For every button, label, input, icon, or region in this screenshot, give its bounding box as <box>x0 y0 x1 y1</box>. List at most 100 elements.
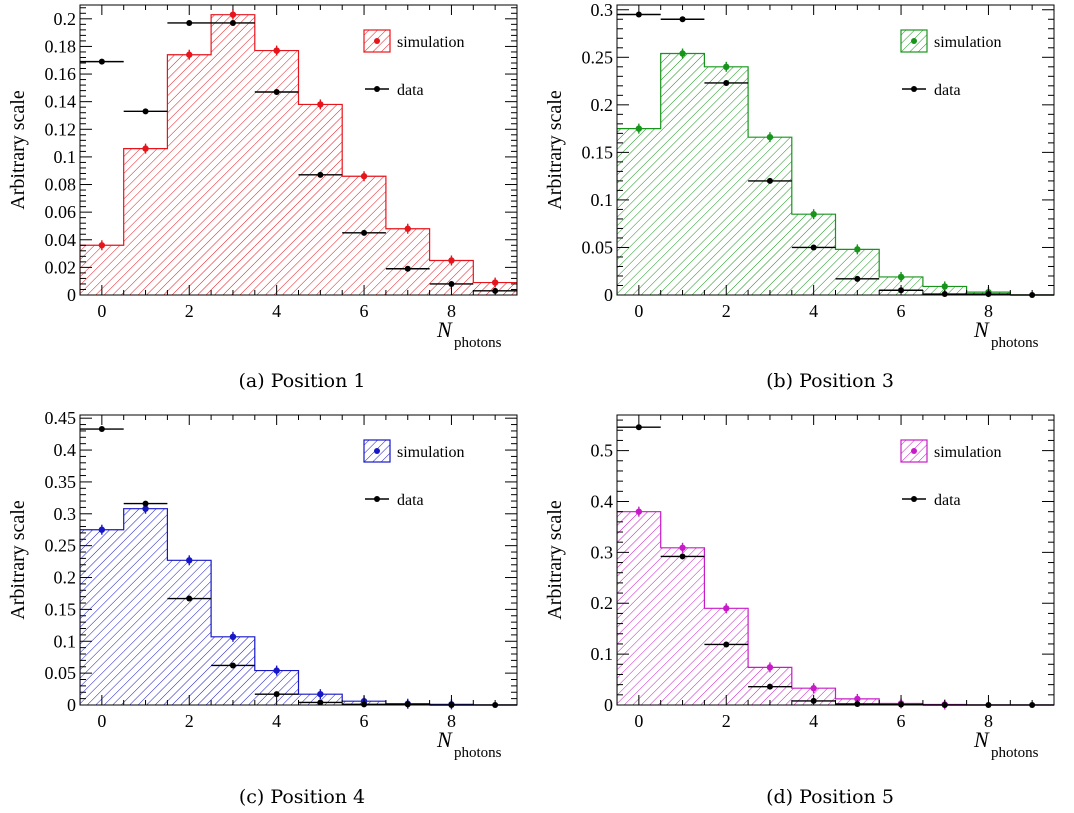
legend-simulation-marker <box>911 38 917 44</box>
simulation-point <box>98 242 106 249</box>
y-tick-label: 0.3 <box>54 504 77 524</box>
y-tick-label: 0.3 <box>591 0 614 20</box>
simulation-bar <box>660 547 705 705</box>
y-tick-label: 0.14 <box>45 92 77 112</box>
simulation-point <box>635 508 643 515</box>
y-tick-label: 0.06 <box>45 202 77 222</box>
simulation-bar <box>167 54 212 295</box>
simulation-histogram <box>617 511 1054 705</box>
x-tick-label: 6 <box>897 301 906 321</box>
y-tick-label: 0.15 <box>582 142 614 162</box>
x-tick-label: 2 <box>185 711 194 731</box>
x-axis-label-sub: photons <box>454 745 502 761</box>
y-tick-label: 0.1 <box>591 644 614 664</box>
legend-data-marker <box>374 86 380 92</box>
simulation-point <box>635 125 643 132</box>
x-tick-label: 6 <box>360 711 369 731</box>
simulation-point <box>723 63 730 71</box>
data-point <box>723 79 730 86</box>
legend-simulation-label: simulation <box>934 444 1002 461</box>
y-tick-label: 0.02 <box>45 257 77 277</box>
y-tick-label: 0.1 <box>54 631 77 651</box>
y-tick-label: 0 <box>67 695 76 715</box>
data-point <box>635 424 642 431</box>
legend-data-label: data <box>397 492 424 509</box>
y-tick-label: 0.1 <box>54 147 77 167</box>
legend-simulation-marker <box>374 38 380 44</box>
x-tick-label: 2 <box>185 301 194 321</box>
y-tick-label: 0 <box>604 285 613 305</box>
simulation-histogram <box>80 14 517 295</box>
legend-data-label: data <box>934 492 961 509</box>
x-tick-label: 8 <box>447 301 456 321</box>
y-tick-label: 0 <box>604 695 613 715</box>
simulation-histogram <box>80 508 517 705</box>
legend-data-marker <box>374 496 380 502</box>
y-tick-label: 0.35 <box>45 472 77 492</box>
y-axis-label: Arbitrary scale <box>7 90 29 210</box>
caption-b: (b) Position 3 <box>766 370 894 392</box>
simulation-point <box>98 526 106 533</box>
x-tick-label: 0 <box>97 301 106 321</box>
simulation-point <box>723 605 730 612</box>
data-point <box>98 426 105 433</box>
simulation-bar <box>385 228 430 295</box>
data-point <box>723 641 730 648</box>
simulation-point <box>679 544 686 551</box>
legend-data-marker <box>911 496 917 502</box>
legend-data-label: data <box>934 82 961 99</box>
simulation-bar <box>211 636 255 705</box>
data-point <box>766 683 773 690</box>
data-point <box>854 275 861 282</box>
y-tick-label: 0.4 <box>54 440 77 460</box>
y-tick-label: 0.18 <box>45 36 77 56</box>
y-tick-label: 0.25 <box>582 47 614 67</box>
simulation-point <box>810 685 817 692</box>
y-tick-label: 0.05 <box>582 237 614 257</box>
x-tick-label: 4 <box>809 301 818 321</box>
legend-simulation-label: simulation <box>934 34 1002 51</box>
x-axis-label-sub: photons <box>454 335 502 351</box>
simulation-bar <box>167 560 212 705</box>
x-tick-label: 4 <box>272 301 281 321</box>
simulation-point <box>404 225 411 232</box>
y-tick-label: 0.4 <box>591 491 614 511</box>
data-point <box>142 500 149 507</box>
data-point <box>229 662 236 669</box>
simulation-bar <box>704 66 749 295</box>
data-point <box>679 553 686 560</box>
data-point <box>273 691 280 698</box>
simulation-point <box>679 50 686 57</box>
simulation-bar <box>791 214 836 295</box>
y-tick-label: 0.3 <box>591 542 614 562</box>
data-point <box>766 177 773 184</box>
caption-c: (c) Position 4 <box>238 786 366 808</box>
y-axis-label: Arbitrary scale <box>7 500 29 620</box>
simulation-point <box>854 246 861 253</box>
data-point <box>98 58 105 65</box>
y-axis-label: Arbitrary scale <box>544 500 566 620</box>
simulation-bar <box>123 148 168 295</box>
x-tick-label: 4 <box>272 711 281 731</box>
simulation-point <box>854 695 861 703</box>
simulation-point <box>810 210 817 218</box>
chart-panel-c: 0 2 4 6 8 0 0.05 0.1 0.15 0.2 0.25 0.3 0.35 0.4 0.45 Ar… <box>7 410 518 761</box>
simulation-bar <box>617 128 661 295</box>
simulation-bar <box>211 14 255 295</box>
y-tick-label: 0.2 <box>591 95 614 115</box>
simulation-point <box>897 273 905 281</box>
simulation-bar <box>123 508 168 705</box>
simulation-bar <box>80 529 124 705</box>
y-tick-label: 0.2 <box>591 593 614 613</box>
y-axis-label: Arbitrary scale <box>544 90 566 210</box>
x-axis-label: N <box>973 727 990 752</box>
legend-data-label: data <box>397 82 424 99</box>
simulation-histogram <box>617 52 1054 295</box>
y-tick-label: 0.25 <box>45 536 77 556</box>
data-point <box>361 229 368 236</box>
simulation-bar <box>704 608 749 705</box>
x-tick-label: 8 <box>447 711 456 731</box>
data-point <box>186 595 193 602</box>
data-point <box>273 89 280 95</box>
y-tick-label: 0.04 <box>45 230 77 250</box>
